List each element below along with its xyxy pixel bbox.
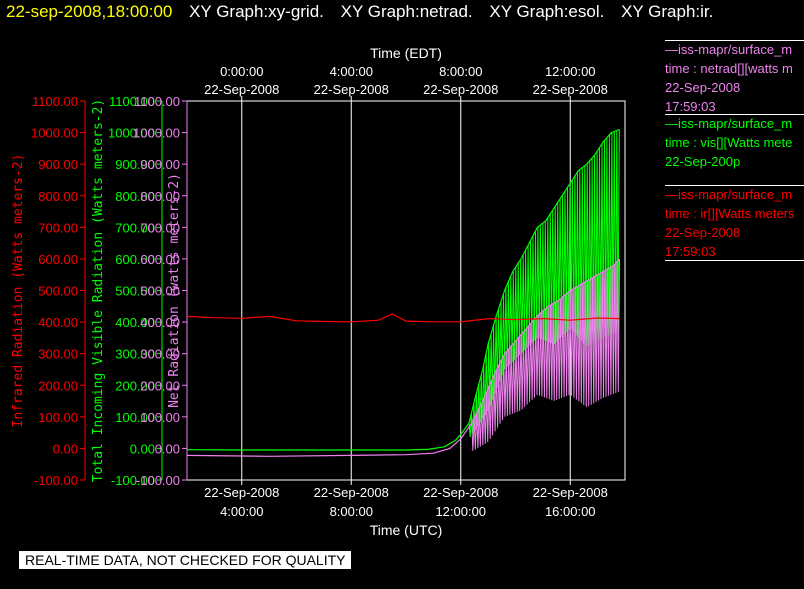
title-graph-esol: XY Graph:esol. [489, 2, 605, 21]
x-top-tick-date-3: 22-Sep-2008 [533, 82, 608, 97]
legend-netrad-date: 22-Sep-2008 [665, 80, 741, 95]
legend-vis-source: —iss-mapr/surface_m [665, 116, 793, 131]
series-oscillation-1 [471, 258, 620, 451]
x-bottom-title: Time (UTC) [370, 522, 443, 538]
y-tick-label-0-7: 600.00 [38, 252, 78, 267]
y-tick-label-2-1: 0.00 [155, 441, 180, 456]
y-tick-label-2-12: 1100.00 [134, 94, 180, 109]
y-tick-label-0-0: -100.00 [34, 473, 78, 488]
legend-vis-desc: time : vis[][Watts mete [665, 135, 793, 150]
legend-vis: —iss-mapr/surface_m time : vis[][Watts m… [665, 114, 804, 171]
x-bottom-tick-date-3: 22-Sep-2008 [533, 485, 608, 500]
y-tick-label-0-6: 500.00 [38, 284, 78, 299]
x-bottom-tick-date-1: 22-Sep-2008 [314, 485, 389, 500]
y-tick-label-1-6: 500.00 [115, 284, 155, 299]
y-tick-label-0-3: 200.00 [38, 378, 78, 393]
legend-ir-time: 17:59:03 [665, 244, 716, 259]
quality-banner: REAL-TIME DATA, NOT CHECKED FOR QUALITY [19, 551, 352, 569]
y-tick-label-0-4: 300.00 [38, 347, 78, 362]
x-bottom-tick-date-0: 22-Sep-2008 [204, 485, 279, 500]
y-tick-label-1-2: 100.00 [115, 410, 155, 425]
y-tick-label-2-0: -100.00 [136, 473, 180, 488]
legend-ir-source: —iss-mapr/surface_m [665, 187, 793, 202]
x-top-tick-time-0: 0:00:00 [220, 64, 263, 79]
y-tick-label-1-5: 400.00 [115, 315, 155, 330]
y-tick-label-2-3: 200.00 [140, 378, 180, 393]
y-tick-label-2-8: 700.00 [140, 220, 180, 235]
x-top-tick-date-0: 22-Sep-2008 [204, 82, 279, 97]
y-tick-label-2-6: 500.00 [140, 284, 180, 299]
y-tick-label-1-12: 1100.00 [109, 94, 155, 109]
x-bottom-tick-time-2: 12:00:00 [435, 504, 486, 519]
y-tick-label-1-11: 1000.00 [108, 126, 155, 141]
x-top-tick-time-2: 8:00:00 [439, 64, 482, 79]
legend-vis-date: 22-Sep-200p [665, 154, 741, 169]
y-tick-label-2-9: 800.00 [140, 189, 180, 204]
x-bottom-tick-time-1: 8:00:00 [330, 504, 373, 519]
legend-ir-date: 22-Sep-2008 [665, 225, 741, 240]
y-tick-label-1-7: 600.00 [115, 252, 155, 267]
y-axis-title-1: Total Incoming Visible Radiation (Watts … [91, 99, 106, 483]
y-tick-label-0-9: 800.00 [38, 189, 78, 204]
y-tick-label-2-4: 300.00 [140, 347, 180, 362]
y-tick-label-0-11: 1000.00 [31, 126, 78, 141]
x-bottom-tick-time-0: 4:00:00 [220, 504, 263, 519]
title-row: 22-sep-2008,18:00:00 XY Graph:xy-grid. X… [6, 2, 725, 26]
y-tick-label-1-0: -100.00 [111, 473, 155, 488]
y-tick-label-0-5: 400.00 [38, 315, 78, 330]
y-tick-label-1-4: 300.00 [115, 347, 155, 362]
legend-netrad-desc: time : netrad[][watts m [665, 61, 793, 76]
y-axis-title-0: Infrared Radiation (Watts meters-2) [11, 154, 26, 428]
x-top-tick-date-1: 22-Sep-2008 [314, 82, 389, 97]
title-datetime: 22-sep-2008,18:00:00 [6, 2, 173, 21]
y-tick-label-1-1: 0.00 [130, 441, 155, 456]
y-tick-label-2-11: 1000.00 [133, 126, 180, 141]
x-top-tick-time-3: 12:00:00 [545, 64, 596, 79]
series-oscillation-0 [468, 129, 620, 438]
legend-netrad: —iss-mapr/surface_m time : netrad[][watt… [665, 40, 804, 116]
y-tick-label-2-5: 400.00 [140, 315, 180, 330]
x-bottom-tick-date-2: 22-Sep-2008 [423, 485, 498, 500]
series-line-2 [186, 313, 620, 323]
y-tick-label-2-10: 900.00 [140, 157, 180, 172]
y-tick-label-0-8: 700.00 [38, 220, 78, 235]
y-tick-label-0-2: 100.00 [38, 410, 78, 425]
y-tick-label-0-10: 900.00 [38, 157, 78, 172]
title-graph-netrad: XY Graph:netrad. [340, 2, 473, 21]
legend-ir: —iss-mapr/surface_m time : ir[][Watts me… [665, 185, 804, 261]
y-axis-title-2: Net Radiation (watts meters-2) [167, 173, 182, 408]
x-top-tick-date-2: 22-Sep-2008 [423, 82, 498, 97]
y-tick-label-0-12: 1100.00 [32, 94, 78, 109]
title-graph-ir: XY Graph:ir. [621, 2, 714, 21]
y-tick-label-0-1: 0.00 [53, 441, 78, 456]
series-line-0 [186, 128, 620, 451]
legend-ir-desc: time : ir[][Watts meters [665, 206, 795, 221]
x-top-title: Time (EDT) [370, 45, 442, 61]
legend-netrad-source: —iss-mapr/surface_m [665, 42, 793, 57]
x-top-tick-time-1: 4:00:00 [330, 64, 373, 79]
y-tick-label-2-7: 600.00 [140, 252, 180, 267]
y-tick-label-1-3: 200.00 [115, 378, 155, 393]
y-tick-label-2-2: 100.00 [140, 410, 180, 425]
title-graph-xy-grid: XY Graph:xy-grid. [189, 2, 324, 21]
y-tick-label-1-9: 800.00 [115, 189, 155, 204]
y-tick-label-1-8: 700.00 [115, 220, 155, 235]
y-tick-label-1-10: 900.00 [115, 157, 155, 172]
x-bottom-tick-time-3: 16:00:00 [545, 504, 596, 519]
legend-netrad-time: 17:59:03 [665, 99, 716, 114]
